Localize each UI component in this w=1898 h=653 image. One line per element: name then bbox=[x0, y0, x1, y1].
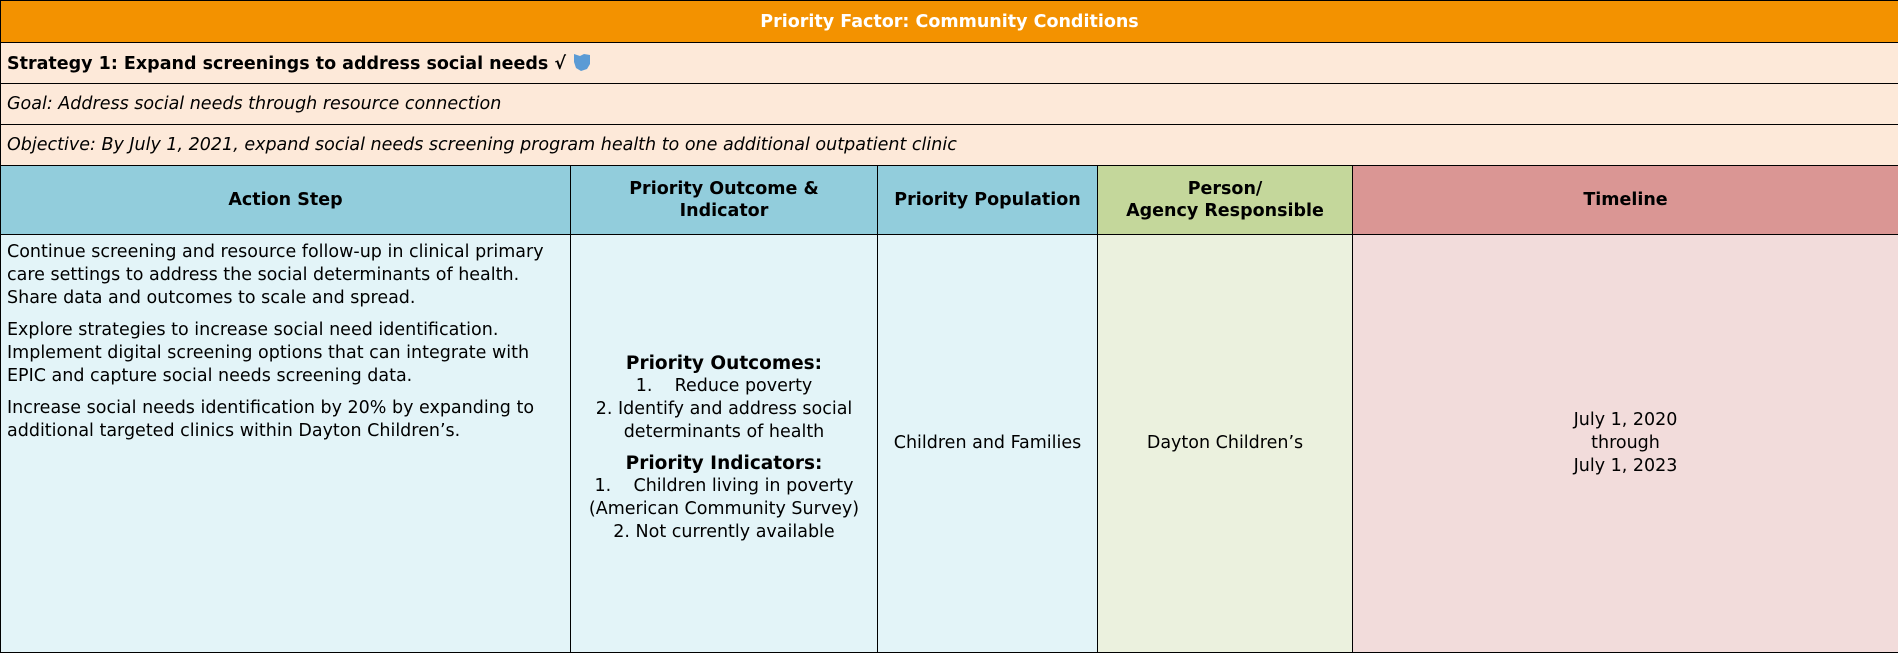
header-line: Indicator bbox=[679, 201, 769, 221]
strategy-row: Strategy 1: Expand screenings to address… bbox=[0, 42, 1898, 84]
item: 2. Identify and address social determina… bbox=[595, 398, 853, 442]
outcome-indicator: Priority Outcomes: 1. Reduce poverty 2. … bbox=[570, 234, 878, 653]
header-line: Person/ bbox=[1187, 179, 1263, 199]
column-header: Person/Agency Responsible bbox=[1097, 165, 1353, 235]
goal: Goal: Address social needs through resou… bbox=[0, 83, 1898, 125]
ohio-icon bbox=[574, 54, 591, 71]
column-header: Action Step bbox=[0, 165, 571, 235]
item: 2. Not currently available bbox=[613, 521, 835, 542]
responsible: Dayton Children’s bbox=[1097, 234, 1353, 653]
header-line: Action Step bbox=[228, 190, 343, 210]
item: 1. Children living in poverty (American … bbox=[588, 475, 860, 519]
timeline: July 1, 2020 through July 1, 2023 bbox=[1351, 234, 1898, 653]
timeline-line: July 1, 2020 bbox=[1573, 410, 1678, 430]
item: 1. Reduce poverty bbox=[635, 375, 813, 396]
heading: Priority Indicators: bbox=[625, 452, 823, 474]
heading: Priority Outcomes: bbox=[625, 352, 823, 374]
action-step: Continue screening and resource follow-u… bbox=[0, 234, 571, 653]
column-header: Timeline bbox=[1351, 165, 1898, 235]
timeline-line: July 1, 2023 bbox=[1573, 456, 1678, 476]
header-line: Agency Responsible bbox=[1126, 201, 1324, 221]
strategy: Strategy 1: Expand screenings to address… bbox=[7, 54, 567, 74]
header-line: Priority Outcome & bbox=[629, 179, 819, 199]
paragraph: Increase social needs identification by … bbox=[7, 398, 535, 441]
column-header: Priority Population bbox=[877, 165, 1098, 235]
timeline-line: through bbox=[1591, 433, 1660, 453]
objective: Objective: By July 1, 2021, expand socia… bbox=[0, 124, 1898, 166]
header-line: Priority Population bbox=[894, 190, 1081, 210]
paragraph: Explore strategies to increase social ne… bbox=[7, 320, 530, 386]
paragraph: Continue screening and resource follow-u… bbox=[7, 242, 544, 308]
population: Children and Families bbox=[877, 234, 1098, 653]
title: Priority Factor: Community Conditions bbox=[0, 0, 1898, 43]
header-line: Timeline bbox=[1583, 190, 1668, 210]
column-header: Priority Outcome & Indicator bbox=[570, 165, 878, 235]
